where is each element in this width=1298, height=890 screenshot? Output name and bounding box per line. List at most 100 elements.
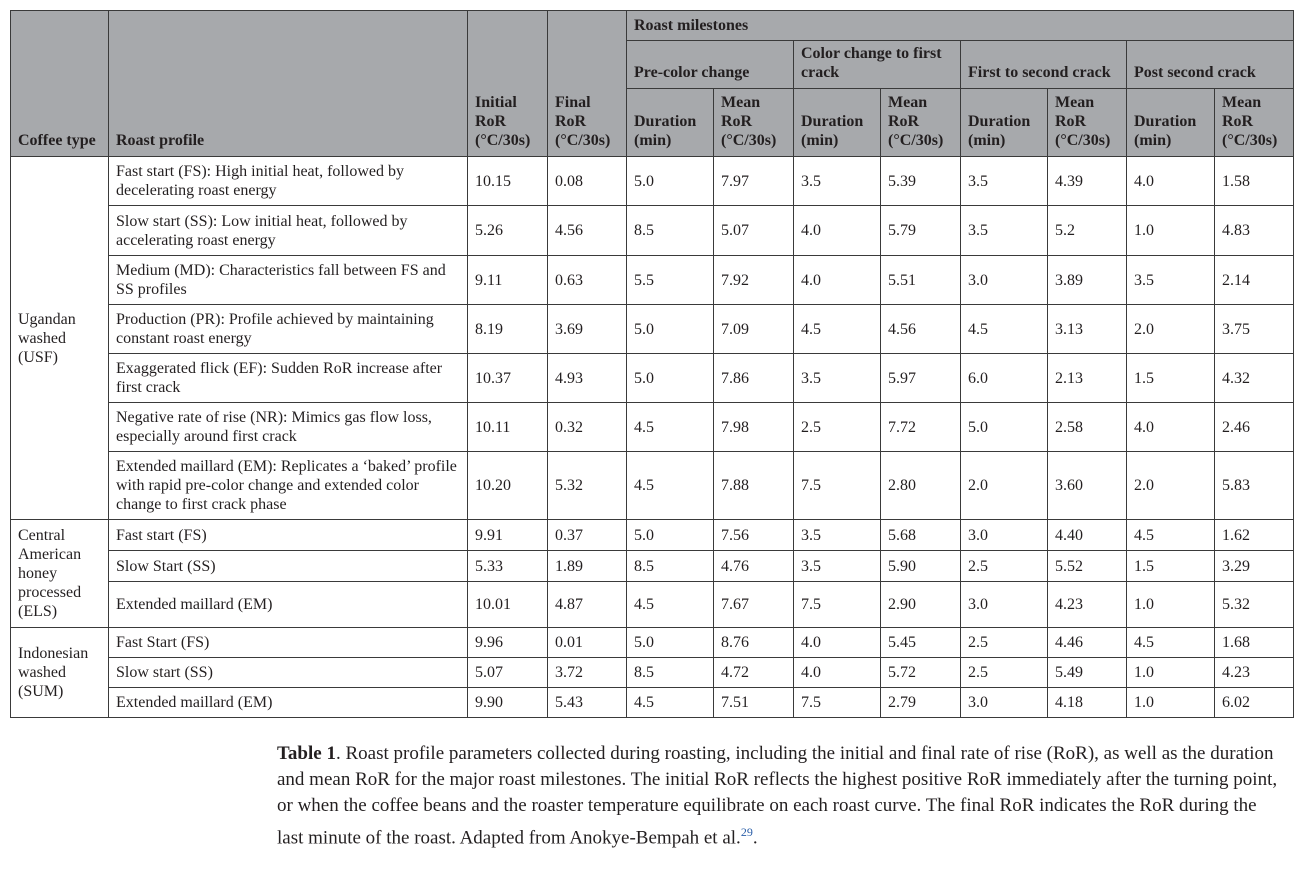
value-cell: 5.49 [1047, 657, 1127, 688]
value-cell: 7.92 [713, 255, 794, 305]
value-cell: 7.97 [713, 156, 794, 206]
value-cell: 8.5 [626, 550, 714, 582]
value-cell: 8.19 [467, 304, 548, 354]
table-row: Extended maillard (EM) 10.01 4.87 4.5 7.67 7.… [11, 581, 1294, 628]
roast-profile-cell: Extended maillard (EM) [108, 581, 468, 628]
value-cell: 10.11 [467, 402, 548, 452]
value-cell: 5.07 [713, 205, 794, 256]
value-cell: 5.0 [626, 156, 714, 206]
value-cell: 4.23 [1047, 581, 1127, 628]
value-cell: 1.62 [1214, 519, 1294, 551]
value-cell: 7.09 [713, 304, 794, 354]
value-cell: 2.90 [880, 581, 961, 628]
value-cell: 10.20 [467, 451, 548, 520]
header-initial-ror: Initial RoR (°C/30s) [467, 10, 548, 157]
roast-profile-cell: Extended maillard (EM) [108, 687, 468, 718]
value-cell: 4.5 [626, 687, 714, 718]
value-cell: 5.0 [626, 519, 714, 551]
value-cell: 0.37 [547, 519, 627, 551]
value-cell: 6.0 [960, 353, 1048, 403]
value-cell: 9.91 [467, 519, 548, 551]
table-row: Extended maillard (EM): Replicates a ‘ba… [11, 451, 1294, 520]
value-cell: 4.23 [1214, 657, 1294, 688]
table-row: Ugandan washed (USF) Fast start (FS): Hig… [10, 156, 1294, 520]
value-cell: 2.46 [1214, 402, 1294, 452]
value-cell: 4.0 [793, 255, 881, 305]
roast-profile-cell: Production (PR): Profile achieved by mai… [108, 304, 468, 354]
roast-profile-cell: Exaggerated flick (EF): Sudden RoR incre… [108, 353, 468, 403]
table-row: Slow start (SS) 5.07 3.72 8.5 4.72 4.0 5.72 2.5… [11, 657, 1294, 688]
table-row: Production (PR): Profile achieved by mai… [11, 304, 1294, 354]
caption-label: Table 1 [277, 743, 336, 764]
coffee-type-cell: Ugandan washed (USF) [10, 156, 109, 520]
value-cell: 3.60 [1047, 451, 1127, 520]
value-cell: 4.87 [547, 581, 627, 628]
value-cell: 3.75 [1214, 304, 1294, 354]
roast-profile-cell: Fast Start (FS) [108, 627, 468, 658]
value-cell: 5.0 [626, 627, 714, 658]
table-row: Indonesian washed (SUM) Fast Start (FS) 9.… [10, 627, 1294, 718]
value-cell: 1.89 [547, 550, 627, 582]
value-cell: 9.90 [467, 687, 548, 718]
value-cell: 3.5 [960, 205, 1048, 256]
roast-profile-cell: Slow Start (SS) [108, 550, 468, 582]
value-cell: 6.02 [1214, 687, 1294, 718]
table-row: Slow start (SS): Low initial heat, follo… [11, 205, 1294, 256]
value-cell: 3.5 [1126, 255, 1215, 305]
value-cell: 1.5 [1126, 353, 1215, 403]
value-cell: 2.0 [960, 451, 1048, 520]
value-cell: 5.07 [467, 657, 548, 688]
citation-link[interactable]: 29 [740, 825, 753, 839]
header-roast-profile: Roast profile [108, 10, 468, 157]
value-cell: 2.0 [1126, 451, 1215, 520]
value-cell: 4.40 [1047, 519, 1127, 551]
value-cell: 4.5 [626, 451, 714, 520]
value-cell: 5.45 [880, 627, 961, 658]
table-row: Medium (MD): Characteristics fall betwee… [11, 255, 1294, 305]
value-cell: 3.0 [960, 255, 1048, 305]
value-cell: 10.37 [467, 353, 548, 403]
value-cell: 4.5 [793, 304, 881, 354]
value-cell: 3.5 [793, 353, 881, 403]
header-roast-milestones: Roast milestones [626, 10, 1294, 41]
value-cell: 5.72 [880, 657, 961, 688]
value-cell: 1.0 [1126, 687, 1215, 718]
value-cell: 7.86 [713, 353, 794, 403]
value-cell: 4.83 [1214, 205, 1294, 256]
value-cell: 4.0 [1126, 402, 1215, 452]
value-cell: 4.93 [547, 353, 627, 403]
value-cell: 2.5 [960, 550, 1048, 582]
value-cell: 1.0 [1126, 657, 1215, 688]
table-row: Central American honey processed (ELS) Fa… [10, 519, 1294, 628]
header-duration: Duration (min) [960, 88, 1048, 157]
value-cell: 1.5 [1126, 550, 1215, 582]
value-cell: 5.43 [547, 687, 627, 718]
table-row: Extended maillard (EM) 9.90 5.43 4.5 7.51 7.5… [11, 687, 1294, 718]
value-cell: 4.76 [713, 550, 794, 582]
value-cell: 5.2 [1047, 205, 1127, 256]
value-cell: 10.15 [467, 156, 548, 206]
roast-profile-table: Coffee type Roast profile Initial RoR (°… [10, 10, 1294, 718]
roast-profile-cell: Fast start (FS): High initial heat, foll… [108, 156, 468, 206]
caption-text: . Roast profile parameters collected dur… [277, 743, 1278, 849]
value-cell: 4.32 [1214, 353, 1294, 403]
value-cell: 5.0 [626, 353, 714, 403]
value-cell: 7.5 [793, 451, 881, 520]
value-cell: 5.83 [1214, 451, 1294, 520]
table-caption: Table 1. Roast profile parameters collec… [277, 741, 1287, 851]
value-cell: 2.58 [1047, 402, 1127, 452]
value-cell: 2.13 [1047, 353, 1127, 403]
value-cell: 7.88 [713, 451, 794, 520]
value-cell: 7.51 [713, 687, 794, 718]
value-cell: 1.58 [1214, 156, 1294, 206]
value-cell: 3.5 [793, 156, 881, 206]
value-cell: 5.90 [880, 550, 961, 582]
header-mean-ror: Mean RoR (°C/30s) [880, 88, 961, 157]
coffee-type-cell: Central American honey processed (ELS) [10, 519, 109, 628]
value-cell: 10.01 [467, 581, 548, 628]
value-cell: 5.39 [880, 156, 961, 206]
value-cell: 4.56 [547, 205, 627, 256]
value-cell: 5.97 [880, 353, 961, 403]
table-row: Exaggerated flick (EF): Sudden RoR incre… [11, 353, 1294, 403]
value-cell: 4.0 [793, 205, 881, 256]
